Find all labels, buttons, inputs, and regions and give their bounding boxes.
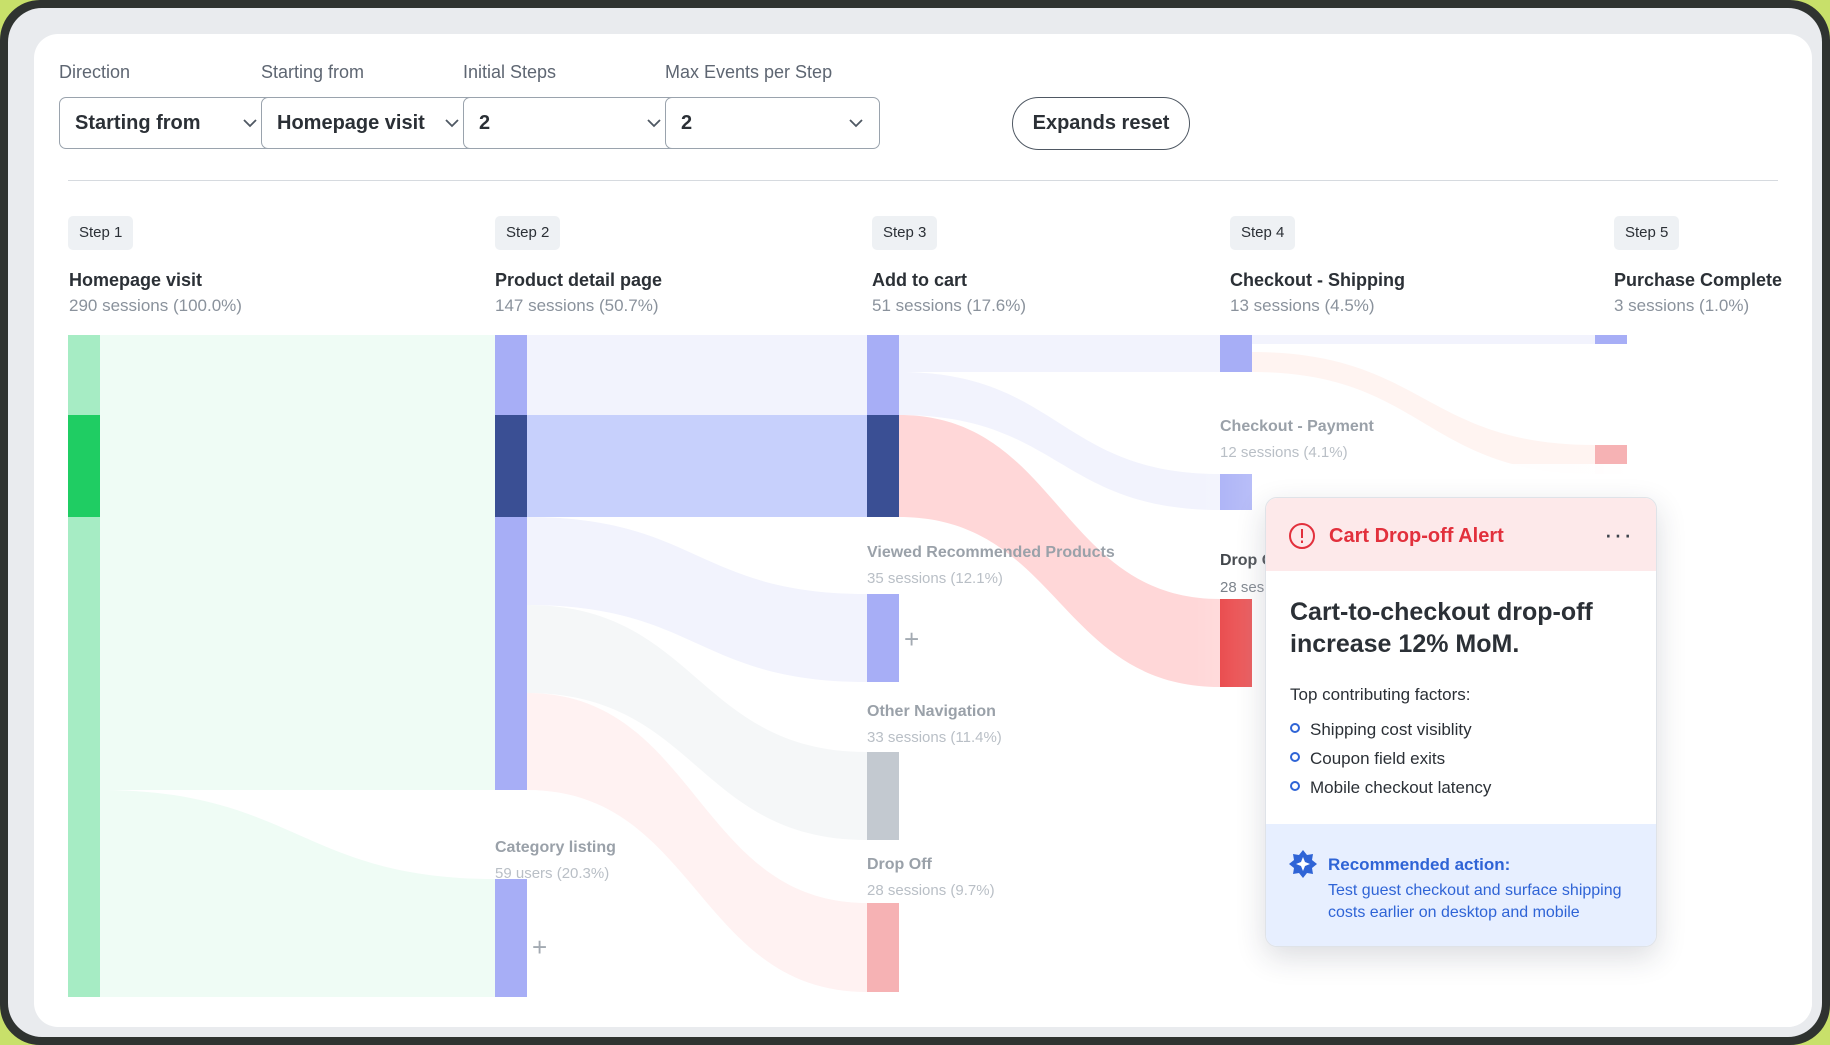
alert-headline: Cart-to-checkout drop-off increase 12% M…	[1290, 598, 1593, 658]
step-sessions-2: 147 sessions (50.7%)	[495, 296, 659, 315]
factor-item: Coupon field exits	[1290, 749, 1445, 769]
flow-shipping-to-purchase[interactable]	[1252, 335, 1595, 344]
flow-cart-to-dropoff-highlight[interactable]	[899, 415, 1220, 687]
alert-header: Cart Drop-off Alert ···	[1266, 498, 1656, 571]
chevron-down-icon	[445, 119, 459, 128]
recommended-text: Test guest checkout and surface shipping…	[1328, 882, 1622, 921]
step-sessions-1: 290 sessions (100.0%)	[69, 296, 242, 315]
node-dropoff-step3[interactable]	[867, 903, 899, 992]
node-sessions-other-navigation: 33 sessions (11.4%)	[867, 729, 1002, 746]
step-title-2: Product detail page	[495, 270, 663, 290]
journey-sankey	[68, 335, 1627, 997]
node-shipping[interactable]	[1220, 335, 1252, 372]
flow-homepage-to-product[interactable]	[100, 335, 495, 790]
node-label-viewed-recommended: Viewed Recommended Products	[867, 544, 1115, 561]
filter-label-direction: Direction	[59, 62, 131, 82]
factor-text: Coupon field exits	[1310, 749, 1446, 768]
bullet-icon	[1290, 723, 1300, 733]
expand-plus-icon[interactable]: +	[532, 932, 548, 962]
node-sessions-category-listing: 59 users (20.3%)	[495, 865, 610, 882]
cart-drop-off-alert-card: Cart Drop-off Alert ··· Cart-to-checkout…	[1265, 497, 1657, 947]
flow-product-to-dropoff[interactable]	[527, 693, 867, 992]
node-dropoff-step5[interactable]	[1595, 445, 1627, 474]
starting-from-select-value: Homepage visit	[277, 112, 425, 134]
filter-label-starting-from: Starting from	[261, 62, 365, 82]
step-badge-5: Step 5	[1614, 216, 1680, 250]
node-cart-highlight[interactable]	[867, 415, 899, 517]
factors-label: Top contributing factors:	[1290, 685, 1471, 704]
flow-cart-to-shipping[interactable]	[899, 335, 1220, 372]
max-events-select[interactable]: 2	[665, 97, 880, 149]
bullet-icon	[1290, 752, 1300, 762]
step-title-3: Add to cart	[872, 270, 968, 290]
step-title-5: Purchase Complete	[1614, 270, 1783, 290]
node-category[interactable]	[495, 879, 527, 997]
alert-title: Cart Drop-off Alert	[1329, 525, 1504, 547]
flow-homepage-to-category[interactable]	[100, 790, 495, 997]
journey-screen: Direction Starting from Starting from Ho…	[34, 34, 1812, 1027]
bullet-icon	[1290, 781, 1300, 791]
flow-shipping-to-dropoff[interactable]	[1252, 352, 1595, 474]
flow-cart-to-payment[interactable]	[899, 372, 1220, 510]
more-options-icon[interactable]: ···	[1604, 519, 1633, 549]
node-sessions-checkout-payment: 12 sessions (4.1%)	[1220, 444, 1348, 461]
filter-label-max-events: Max Events per Step	[665, 62, 833, 82]
recommended-action: Recommended action: Test guest checkout …	[1266, 824, 1656, 946]
node-label-other-navigation: Other Navigation	[867, 703, 996, 720]
factor-text: Shipping cost visiblity	[1310, 720, 1472, 739]
step-badge-2: Step 2	[495, 216, 561, 250]
chevron-down-icon	[849, 119, 863, 128]
chevron-down-icon	[243, 119, 257, 128]
recommended-title: Recommended action:	[1328, 855, 1511, 874]
factor-item: Mobile checkout latency	[1290, 778, 1491, 798]
node-product[interactable]	[495, 335, 527, 790]
node-sessions-viewed-recommended: 35 sessions (12.1%)	[867, 570, 1003, 587]
node-label-category-listing: Category listing	[495, 839, 616, 856]
node-product-highlight[interactable]	[495, 415, 527, 517]
sparkle-icon	[1289, 850, 1317, 878]
node-label-checkout-payment: Checkout - Payment	[1220, 418, 1374, 435]
step-sessions-4: 13 sessions (4.5%)	[1230, 296, 1375, 315]
step-title-4: Checkout - Shipping	[1230, 270, 1405, 290]
node-dropoff-step4[interactable]	[1220, 599, 1252, 687]
header-divider	[68, 180, 1778, 181]
max-events-select-value: 2	[681, 112, 693, 134]
node-homepage-highlight[interactable]	[68, 415, 100, 517]
step-sessions-5: 3 sessions (1.0%)	[1614, 296, 1750, 315]
chevron-down-icon	[647, 119, 661, 128]
expand-plus-icon[interactable]: +	[904, 624, 920, 654]
flow-product-to-recommended[interactable]	[527, 517, 867, 682]
factor-item: Shipping cost visiblity	[1290, 720, 1472, 740]
node-label-drop-off: Drop Off	[867, 856, 932, 873]
flow-product-to-other[interactable]	[527, 605, 867, 840]
node-sessions-drop-off-step4: 28 ses	[1220, 579, 1265, 596]
node-purchase[interactable]	[1595, 335, 1627, 344]
device-bezel: Direction Starting from Starting from Ho…	[8, 8, 1822, 1037]
step-sessions-3: 51 sessions (17.6%)	[872, 296, 1027, 315]
flow-product-to-cart-highlight[interactable]	[527, 415, 867, 517]
flow-product-to-cart[interactable]	[527, 335, 867, 415]
step-badge-3: Step 3	[872, 216, 938, 250]
alert-circle-icon	[1289, 523, 1315, 549]
initial-steps-select[interactable]: 2	[463, 97, 678, 149]
node-other-navigation[interactable]	[867, 752, 899, 840]
step-title-1: Homepage visit	[69, 270, 203, 290]
step-badge-1: Step 1	[68, 216, 134, 250]
expands-reset-button[interactable]: Expands reset	[1012, 97, 1190, 150]
node-payment[interactable]	[1220, 474, 1252, 510]
filter-label-initial-steps: Initial Steps	[463, 62, 557, 82]
node-recommended[interactable]	[867, 594, 899, 682]
initial-steps-select-value: 2	[479, 112, 491, 134]
node-sessions-drop-off: 28 sessions (9.7%)	[867, 882, 995, 899]
direction-select-value: Starting from	[75, 112, 201, 134]
factor-text: Mobile checkout latency	[1310, 778, 1492, 797]
step-badge-4: Step 4	[1230, 216, 1296, 250]
